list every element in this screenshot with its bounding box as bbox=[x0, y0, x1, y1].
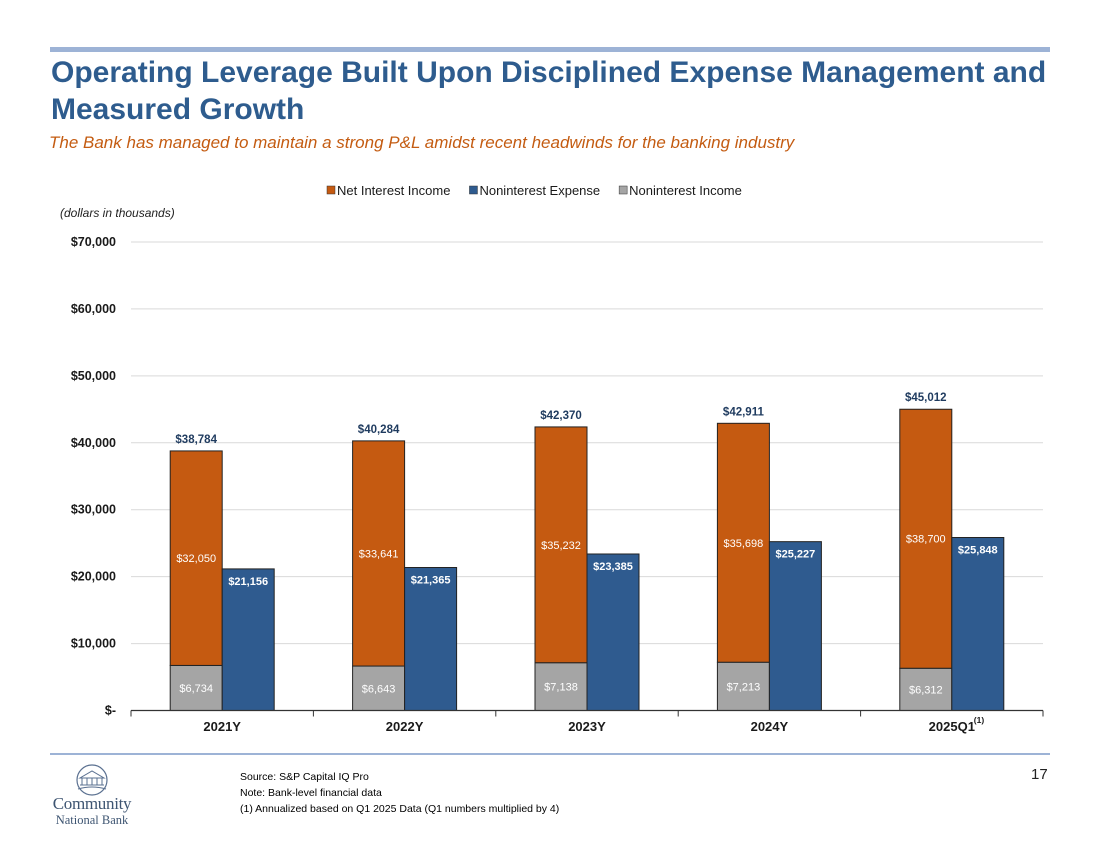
footnote-source: Source: S&P Capital IQ Pro bbox=[240, 771, 369, 783]
data-label-total: $42,370 bbox=[540, 410, 582, 422]
data-label-noninterest-expense: $25,848 bbox=[958, 545, 998, 557]
bar-noninterest-income bbox=[534, 662, 588, 711]
data-label-net-interest-income: $35,232 bbox=[541, 540, 581, 552]
legend-swatch bbox=[618, 185, 628, 195]
data-label-total: $45,012 bbox=[905, 392, 947, 404]
slide-subtitle: The Bank has managed to maintain a stron… bbox=[49, 133, 795, 152]
bar-noninterest-expense bbox=[404, 567, 458, 711]
data-label-noninterest-expense: $25,227 bbox=[776, 549, 816, 561]
data-label-total: $38,784 bbox=[175, 434, 217, 446]
x-tick-label: 2025Q1 bbox=[929, 719, 975, 734]
legend-item: Noninterest Expense bbox=[479, 183, 600, 198]
data-label-noninterest-expense: $21,365 bbox=[411, 575, 451, 587]
legend-swatch bbox=[469, 185, 478, 195]
bank-logo: Community National Bank bbox=[42, 763, 142, 833]
y-tick-label: $20,000 bbox=[71, 570, 116, 584]
data-label-noninterest-income: $6,734 bbox=[179, 683, 213, 695]
footnote-note: Note: Bank-level financial data bbox=[240, 787, 382, 799]
bar-noninterest-income bbox=[352, 665, 406, 712]
logo-text-community: Community bbox=[52, 794, 132, 813]
x-tick-label: 2023Y bbox=[568, 719, 606, 734]
y-tick-label: $10,000 bbox=[71, 637, 116, 651]
bar-net-interest-income bbox=[169, 450, 223, 666]
data-label-net-interest-income: $33,641 bbox=[359, 548, 399, 560]
data-label-noninterest-expense: $23,385 bbox=[593, 561, 633, 573]
legend-item: Noninterest Income bbox=[629, 183, 742, 198]
footer-rule bbox=[50, 753, 1050, 755]
title-rule bbox=[50, 47, 1050, 52]
x-tick-superscript: (1) bbox=[974, 715, 985, 725]
bar-noninterest-expense bbox=[951, 537, 1005, 712]
page-number: 17 bbox=[1031, 766, 1048, 783]
data-label-total: $40,284 bbox=[358, 424, 400, 436]
data-label-net-interest-income: $38,700 bbox=[906, 534, 946, 546]
data-label-noninterest-income: $6,643 bbox=[362, 683, 396, 695]
data-label-total: $42,911 bbox=[723, 406, 765, 418]
bar-noninterest-expense bbox=[221, 568, 275, 711]
y-tick-label: $- bbox=[105, 704, 116, 718]
bar-noninterest-expense bbox=[768, 541, 822, 712]
data-label-noninterest-income: $7,213 bbox=[727, 681, 761, 693]
y-tick-label: $50,000 bbox=[71, 369, 116, 383]
y-tick-label: $60,000 bbox=[71, 302, 116, 316]
unit-note: (dollars in thousands) bbox=[60, 206, 175, 220]
data-label-net-interest-income: $32,050 bbox=[176, 553, 216, 565]
bank-building-icon bbox=[76, 764, 108, 796]
legend-item: Net Interest Income bbox=[337, 183, 450, 198]
footnote-annualized: (1) Annualized based on Q1 2025 Data (Q1… bbox=[240, 803, 560, 815]
bar-net-interest-income bbox=[352, 440, 406, 667]
x-tick-label: 2022Y bbox=[386, 719, 424, 734]
slide-title: Operating Leverage Built Upon Discipline… bbox=[51, 56, 1047, 126]
x-tick-label: 2021Y bbox=[203, 719, 241, 734]
data-label-net-interest-income: $35,698 bbox=[724, 538, 764, 550]
y-tick-label: $40,000 bbox=[71, 436, 116, 450]
data-label-noninterest-income: $6,312 bbox=[909, 684, 943, 696]
x-tick-label: 2024Y bbox=[751, 719, 789, 734]
logo-text-national-bank: National Bank bbox=[55, 813, 129, 827]
footnotes: Source: S&P Capital IQ Pro Note: Bank-le… bbox=[240, 769, 559, 817]
data-label-noninterest-expense: $21,156 bbox=[228, 576, 268, 588]
bar-net-interest-income bbox=[534, 426, 588, 664]
bar-noninterest-expense bbox=[586, 553, 640, 712]
y-tick-label: $30,000 bbox=[71, 503, 116, 517]
chart: $- $10,000 $20,000 $30,000 $40,000 $50,000 $60… bbox=[60, 183, 1044, 734]
data-label-noninterest-income: $7,138 bbox=[544, 682, 578, 694]
y-tick-label: $70,000 bbox=[71, 235, 116, 249]
legend-swatch bbox=[326, 185, 336, 195]
